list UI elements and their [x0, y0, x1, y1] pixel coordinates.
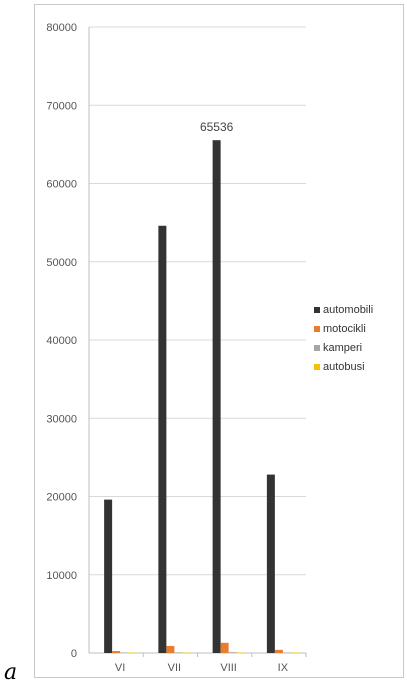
- x-tick-label: VI: [115, 662, 125, 674]
- x-tick-label: IX: [278, 662, 289, 674]
- legend-swatch-motocikli: [314, 326, 320, 332]
- bar-autobusi-VI: [128, 652, 137, 653]
- bar-kamperi-IX: [282, 652, 291, 653]
- data-label: 65536: [200, 120, 234, 134]
- legend-swatch-autobusi: [314, 364, 320, 370]
- y-tick-label: 60000: [46, 179, 77, 191]
- legend-swatch-kamperi: [314, 345, 320, 351]
- legend-label-kamperi: kamperi: [323, 342, 362, 354]
- bar-automobili-VII: [158, 225, 167, 653]
- y-tick-label: 0: [71, 648, 77, 660]
- data-labels: 65536: [200, 120, 234, 134]
- bar-kamperi-VIII: [228, 652, 237, 653]
- y-tick-label: 20000: [46, 492, 77, 504]
- bar-autobusi-IX: [290, 652, 299, 653]
- legend-label-motocikli: motocikli: [323, 323, 366, 335]
- figure-panel-label: a: [4, 660, 18, 685]
- bar-motocikli-IX: [274, 649, 283, 653]
- y-tick-label: 50000: [46, 257, 77, 269]
- bar-motocikli-VI: [112, 651, 121, 653]
- bar-kamperi-VII: [174, 652, 183, 653]
- bars: [104, 140, 299, 654]
- bar-automobili-IX: [266, 474, 275, 653]
- legend: automobili motocikli kamperi autobusi: [314, 304, 373, 373]
- x-tick-label: VII: [168, 662, 181, 674]
- legend-label-autobusi: autobusi: [323, 361, 365, 373]
- bar-autobusi-VIII: [236, 652, 245, 653]
- bar-automobili-VIII: [212, 140, 221, 654]
- legend-label-automobili: automobili: [323, 304, 373, 316]
- x-tick-label: VIII: [220, 662, 237, 674]
- y-tick-label: 10000: [46, 570, 77, 582]
- bar-motocikli-VIII: [220, 642, 229, 653]
- bar-kamperi-VI: [120, 652, 129, 653]
- y-tick-label: 80000: [46, 22, 77, 34]
- legend-swatch-automobili: [314, 307, 320, 313]
- bar-autobusi-VII: [182, 652, 191, 653]
- axes: 0 10000 20000 30000 40000 50000 60000 70000 8000…: [46, 22, 307, 674]
- bar-motocikli-VII: [166, 645, 175, 653]
- y-tick-label: 30000: [46, 413, 77, 425]
- bar-automobili-VI: [104, 499, 113, 653]
- y-tick-label: 70000: [46, 100, 77, 112]
- y-tick-label: 40000: [46, 335, 77, 347]
